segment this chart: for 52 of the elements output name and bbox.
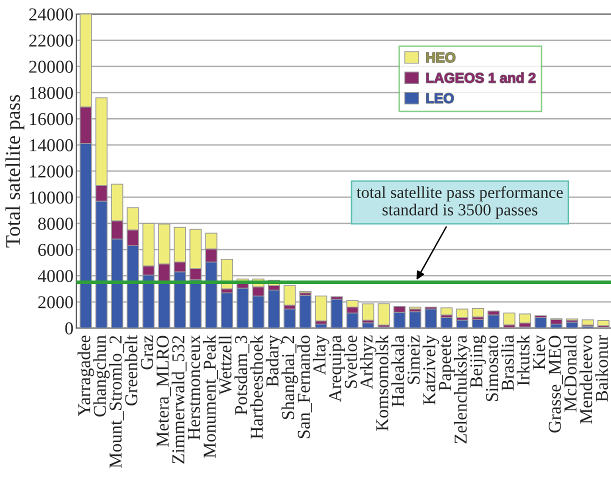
x-tick-label: Brasilia bbox=[501, 335, 514, 391]
x-tick-label: Mendeleevo bbox=[580, 336, 592, 424]
x-tick-label: Herstmonceux bbox=[188, 335, 200, 440]
x-tick-label: Baikonur bbox=[595, 335, 608, 402]
y-tick-label: 20000 bbox=[29, 60, 73, 73]
y-tick-label: 6000 bbox=[38, 244, 73, 256]
x-tick-label: Irkutsk bbox=[516, 334, 530, 386]
y-tick-label: 12000 bbox=[30, 165, 73, 178]
x-tick-label: Changchun bbox=[93, 335, 110, 416]
y-tick-label: 8000 bbox=[38, 218, 73, 230]
legend-label: HEO bbox=[426, 52, 456, 62]
x-tick-label: Monument_Peak bbox=[203, 334, 218, 458]
x-tick-label: Mount_Stromlo_2 bbox=[108, 336, 124, 468]
x-tick-label: Arkhyz bbox=[360, 335, 376, 389]
x-tick-label: Simeiz bbox=[408, 335, 420, 384]
x-tick-label: Grasse_MEO bbox=[548, 336, 564, 433]
x-tick-label: Simosato bbox=[486, 336, 498, 401]
x-tick-label: McDonald bbox=[564, 335, 577, 412]
x-tick-label: Zelenchukskya bbox=[454, 335, 470, 444]
x-tick-label: Svetloe bbox=[344, 336, 357, 388]
x-tick-label: Yarragadee bbox=[78, 336, 94, 416]
x-tick-label: Shanghai_2 bbox=[281, 336, 298, 420]
x-tick-label: Metera_MLRO bbox=[156, 336, 171, 447]
x-tick-label: Arequipa bbox=[329, 335, 345, 402]
x-tick-label: Greenbelt bbox=[124, 335, 138, 406]
x-tick-label: Kiev bbox=[533, 334, 546, 370]
x-tick-label: Hartbeesthoek bbox=[250, 335, 263, 439]
x-tick-label: Wettzell bbox=[218, 335, 232, 395]
y-axis-title: Total satellite pass bbox=[5, 95, 24, 248]
x-tick-label: Graz bbox=[140, 335, 154, 370]
y-tick-label: 24000 bbox=[29, 8, 73, 21]
x-tick-label: Potsdam_3 bbox=[234, 336, 250, 415]
y-tick-label: 18000 bbox=[30, 86, 73, 100]
annotation: total satellite pass performance standard is 3500 passes bbox=[356, 186, 563, 219]
x-tick-label: Komsomolsk bbox=[376, 334, 388, 431]
x-tick-label: Badary bbox=[266, 335, 282, 387]
y-tick-label: 10000 bbox=[30, 191, 73, 204]
y-tick-label: 22000 bbox=[29, 34, 73, 47]
x-tick-label: Zimmerwald_532 bbox=[172, 336, 187, 464]
y-tick-label: 0 bbox=[65, 322, 73, 334]
x-tick-label: San_Fernando bbox=[297, 336, 312, 438]
y-tick-label: 4000 bbox=[38, 270, 73, 282]
x-tick-label: Papeete bbox=[439, 336, 455, 391]
x-tick-label: Katzively bbox=[422, 335, 440, 405]
x-tick-label: Altay bbox=[312, 335, 330, 375]
x-tick-label: Haleakala bbox=[391, 335, 404, 407]
x-tick-label: Beijing bbox=[470, 335, 486, 388]
legend-label: LEO bbox=[426, 93, 454, 104]
y-tick-label: 2000 bbox=[38, 296, 73, 308]
y-tick-label: 16000 bbox=[30, 113, 73, 126]
legend-label: LAGEOS 1 and 2 bbox=[426, 72, 536, 83]
y-tick-label: 14000 bbox=[30, 139, 73, 152]
